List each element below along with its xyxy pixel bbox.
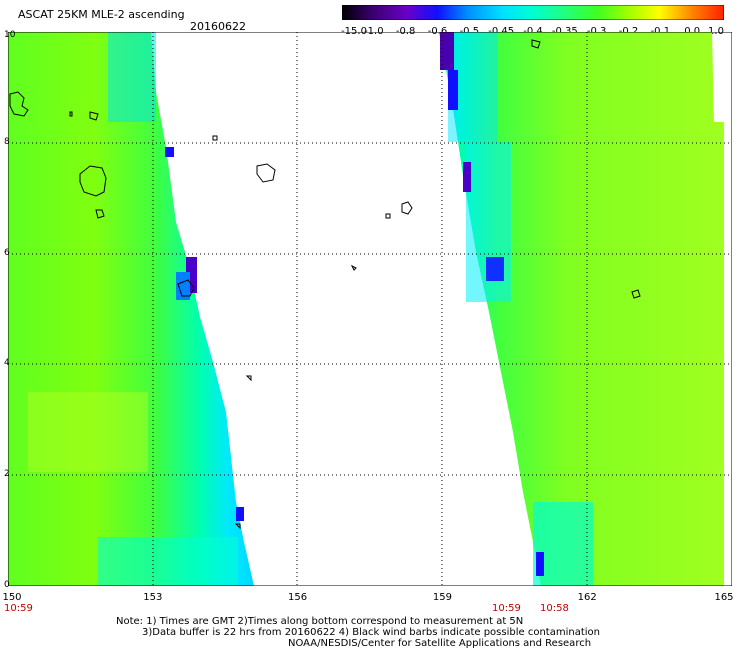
right-swath-purple-mid bbox=[463, 162, 471, 192]
left-swath-blue-3 bbox=[236, 507, 244, 521]
y-tick-label: 8 bbox=[4, 136, 10, 147]
x-tick-label: 162 bbox=[577, 592, 597, 603]
note-line-1: Note: 1) Times are GMT 2)Times along bot… bbox=[116, 616, 524, 627]
left-swath-blue-1 bbox=[165, 147, 174, 157]
left-swath-cyan-band bbox=[108, 32, 156, 122]
y-tick-label: 10 bbox=[4, 30, 16, 40]
x-tick-label: 165 bbox=[714, 592, 734, 603]
y-tick-label: 0 bbox=[4, 580, 10, 590]
island-outlines bbox=[9, 39, 641, 530]
left-swath-blue-2 bbox=[176, 272, 190, 300]
left-swath-cyan-bottom bbox=[98, 537, 238, 586]
left-swath-yellow-patch bbox=[28, 392, 148, 472]
pass-time-left: 10:59 bbox=[4, 603, 33, 614]
right-swath-blue-top bbox=[448, 70, 458, 110]
left-swath-purple-1 bbox=[186, 257, 197, 293]
x-tick-label: 150 bbox=[2, 592, 22, 603]
y-tick-label: 6 bbox=[4, 247, 10, 258]
x-tick-label: 156 bbox=[288, 592, 308, 603]
right-swath-blue-mid bbox=[486, 257, 504, 281]
pass-time-right-a: 10:59 bbox=[492, 603, 521, 614]
map-plot bbox=[8, 32, 732, 586]
map-date: 20160622 bbox=[190, 20, 246, 33]
map-title: ASCAT 25KM MLE-2 ascending bbox=[18, 8, 185, 21]
right-swath-purple-top bbox=[440, 32, 454, 70]
x-tick-label: 153 bbox=[143, 592, 163, 603]
colorbar bbox=[342, 5, 724, 20]
y-tick-label: 2 bbox=[4, 469, 10, 480]
note-line-2: 3)Data buffer is 22 hrs from 20160622 4)… bbox=[142, 627, 600, 638]
note-line-3: NOAA/NESDIS/Center for Satellite Applica… bbox=[288, 638, 592, 649]
y-tick-label: 4 bbox=[4, 358, 10, 369]
pass-time-right-b: 10:58 bbox=[540, 603, 569, 614]
grid bbox=[8, 32, 732, 586]
x-tick-label: 159 bbox=[432, 592, 452, 603]
right-swath-blue-bottom bbox=[536, 552, 544, 576]
